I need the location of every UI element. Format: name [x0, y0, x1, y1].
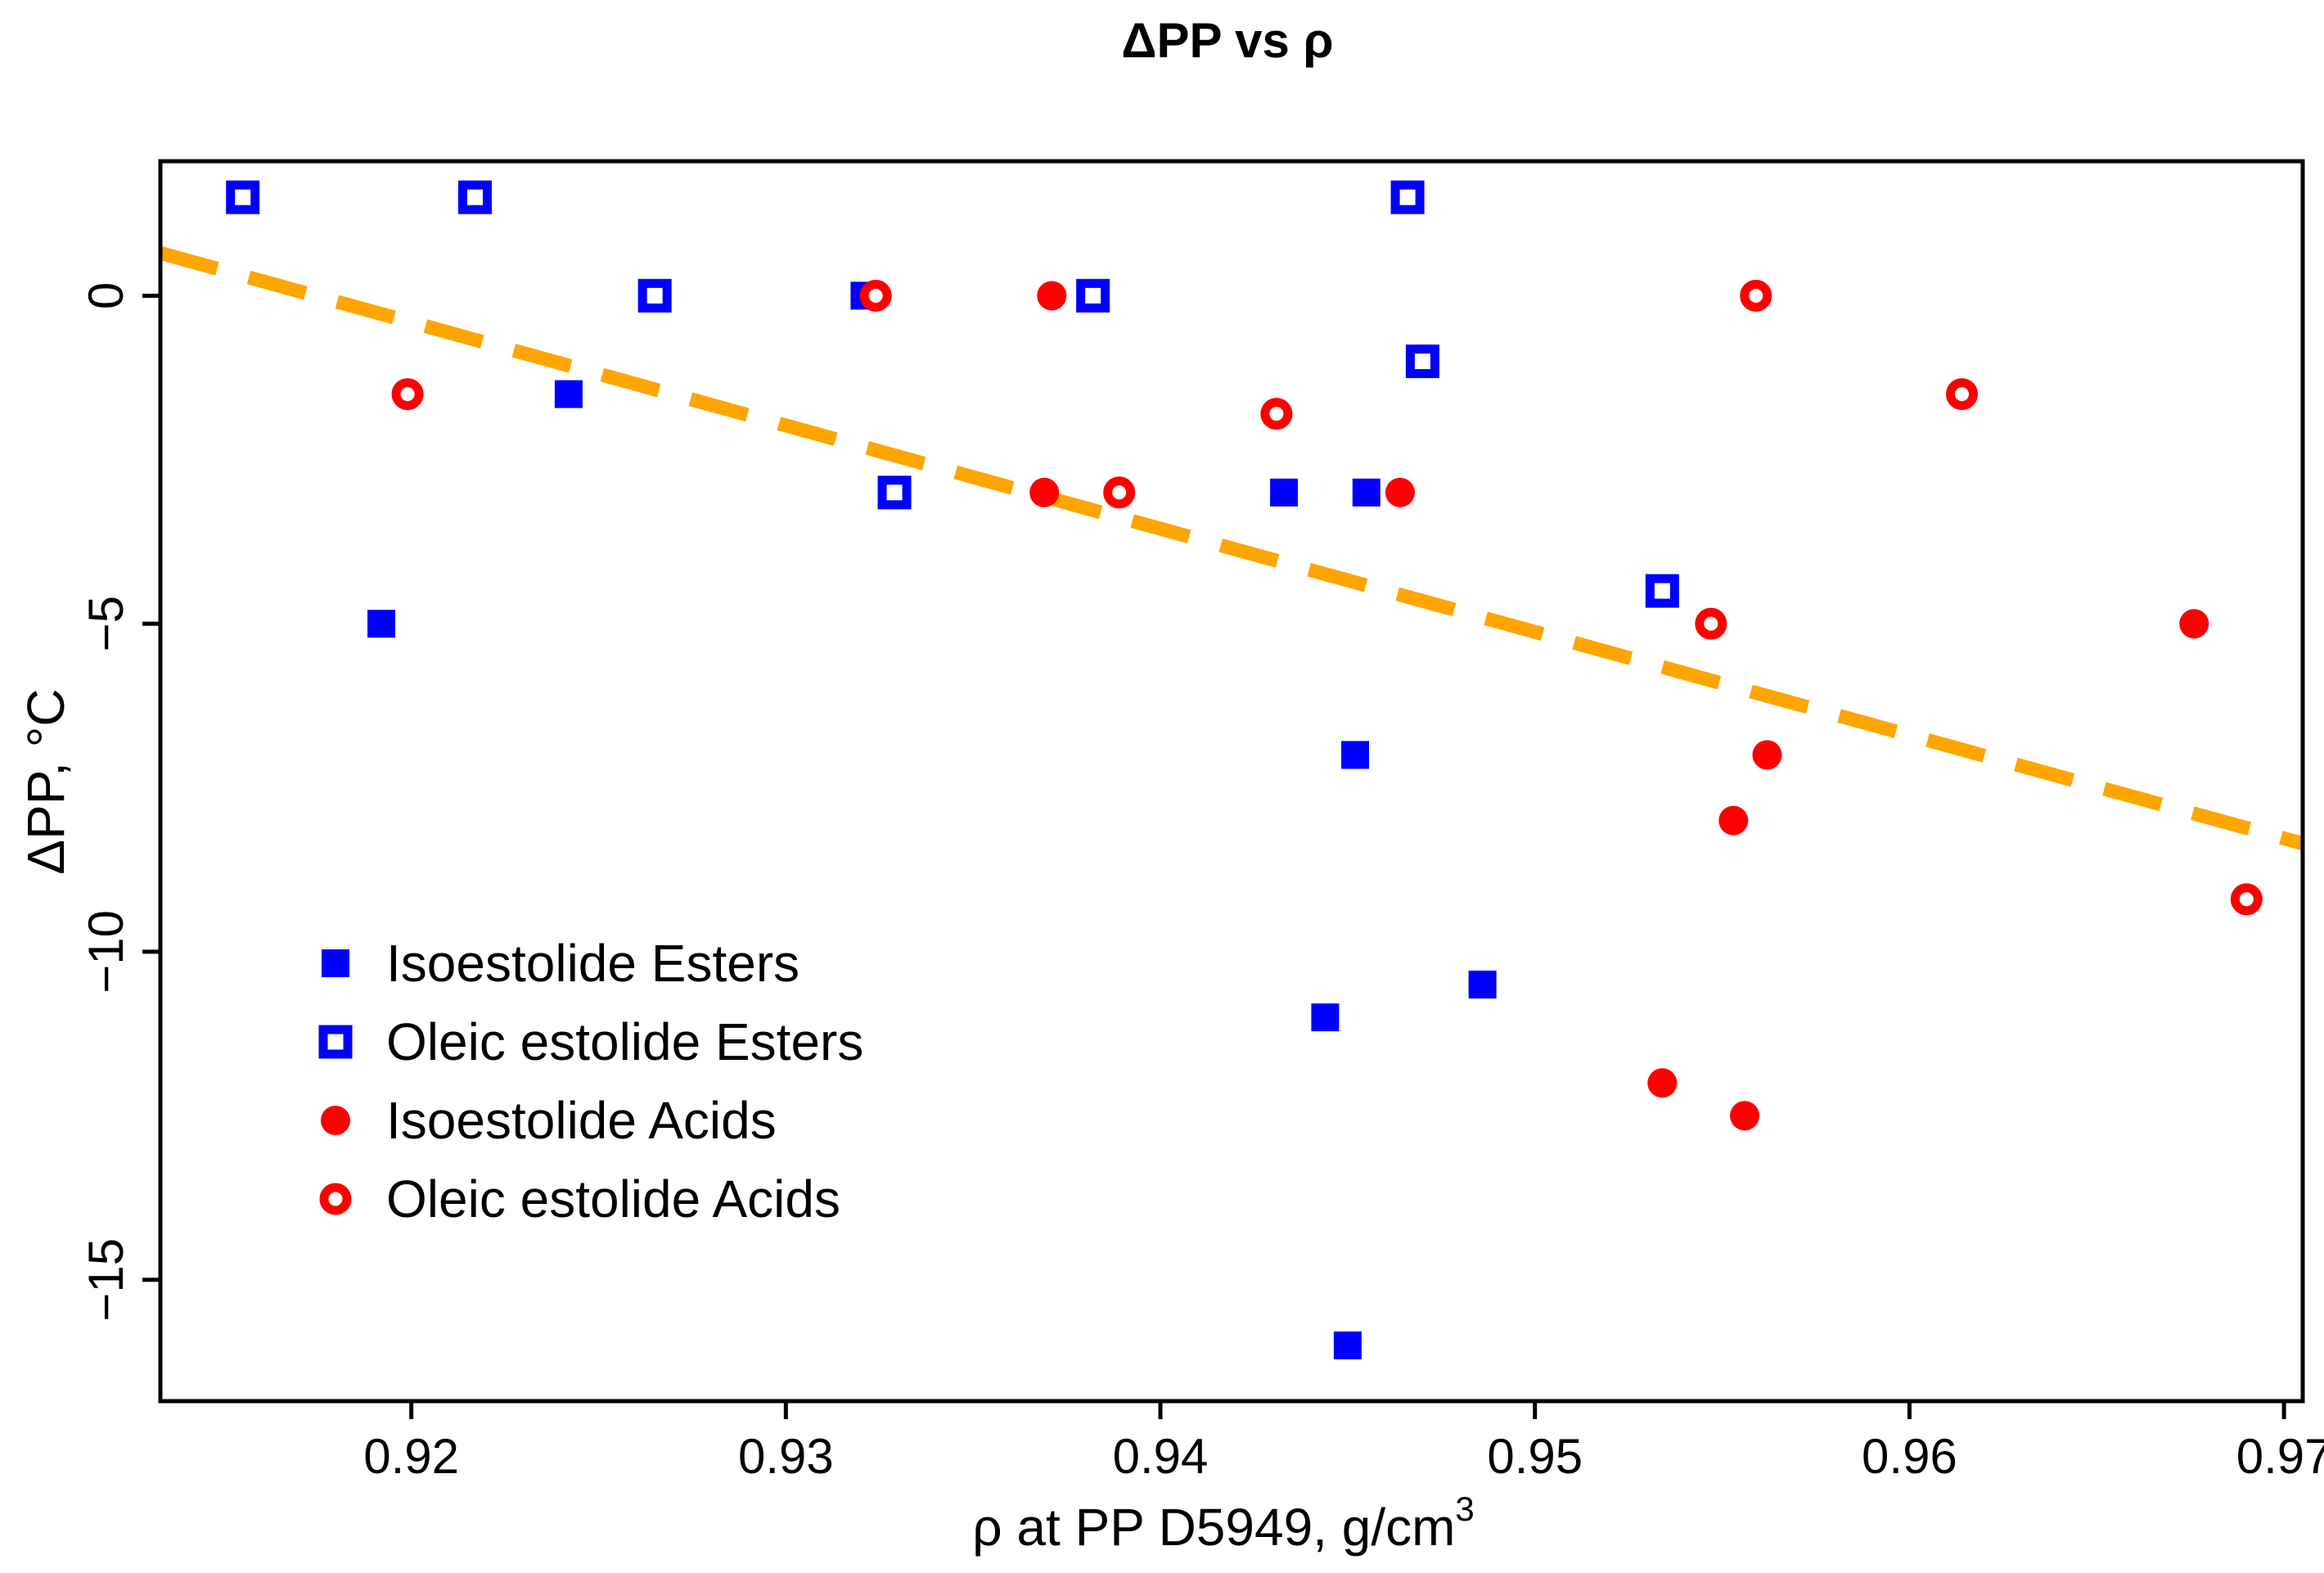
- data-point: [1341, 741, 1370, 769]
- data-point: [1270, 478, 1299, 507]
- x-tick-label: 0.95: [1487, 1429, 1583, 1484]
- data-point: [554, 380, 583, 408]
- data-point: [226, 180, 260, 214]
- series-4: [391, 279, 2263, 916]
- legend-marker: [322, 949, 349, 977]
- data-point: [877, 476, 912, 510]
- legend-marker: [319, 1183, 352, 1215]
- y-tick-label: −5: [79, 596, 133, 651]
- data-point: [1730, 1101, 1760, 1131]
- data-point: [1946, 378, 1978, 411]
- plot-frame: [158, 159, 2305, 1404]
- y-axis-label: ΔPP, °C: [16, 688, 75, 874]
- data-point: [1718, 805, 1749, 836]
- data-point: [391, 378, 424, 411]
- points-layer: [226, 180, 2263, 1359]
- data-point: [1352, 478, 1380, 507]
- x-tick-label: 0.92: [363, 1429, 459, 1484]
- data-point: [457, 180, 492, 214]
- legend-label: Oleic estolide Esters: [386, 1012, 863, 1071]
- data-point: [1333, 1331, 1362, 1359]
- x-tick-label: 0.94: [1113, 1429, 1209, 1484]
- legend: Isoestolide Esters Oleic estolide Esters I…: [318, 934, 863, 1228]
- y-axis: 0 −5 −10 −15: [79, 282, 160, 1322]
- legend-marker: [318, 1025, 353, 1059]
- x-axis-label: ρ at PP D5949, g/cm3: [972, 1490, 1475, 1557]
- series-3: [1029, 281, 2209, 1131]
- legend-label: Isoestolide Esters: [386, 934, 799, 993]
- series-1: [367, 282, 1497, 1359]
- data-point: [1752, 740, 1782, 770]
- x-axis: 0.92 0.93 0.94 0.95 0.96 0.97: [363, 1401, 2324, 1484]
- legend-item: Isoestolide Acids: [321, 1091, 777, 1150]
- data-point: [1645, 574, 1679, 608]
- data-point: [367, 610, 396, 638]
- data-point: [2230, 883, 2263, 916]
- y-tick-label: 0: [79, 282, 133, 309]
- data-point: [859, 279, 892, 312]
- y-tick-label: −10: [79, 910, 133, 994]
- data-point: [1390, 180, 1425, 214]
- x-tick-label: 0.97: [2236, 1429, 2324, 1484]
- data-point: [1311, 1003, 1340, 1032]
- data-point: [1647, 1068, 1678, 1098]
- legend-label: Isoestolide Acids: [386, 1091, 777, 1150]
- series-2: [226, 180, 1679, 608]
- legend-label: Oleic estolide Acids: [386, 1170, 840, 1228]
- data-point: [1037, 281, 1067, 311]
- chart-title: ΔPP vs ρ: [1121, 13, 1333, 68]
- data-point: [1260, 398, 1293, 430]
- trendline-layer: [158, 246, 2305, 850]
- legend-item: Isoestolide Esters: [322, 934, 799, 993]
- data-point: [1029, 477, 1060, 507]
- data-point: [1076, 278, 1110, 313]
- data-point: [1740, 279, 1772, 312]
- data-point: [1468, 970, 1497, 998]
- data-point: [2179, 609, 2209, 639]
- data-point: [1695, 607, 1727, 640]
- legend-item: Oleic estolide Esters: [318, 1012, 863, 1071]
- data-point: [1385, 477, 1415, 507]
- data-point: [1405, 344, 1439, 378]
- x-tick-label: 0.96: [1862, 1429, 1957, 1484]
- legend-marker: [321, 1106, 350, 1135]
- x-tick-label: 0.93: [738, 1429, 834, 1484]
- trend-line: [158, 246, 2305, 850]
- y-tick-label: −15: [79, 1238, 133, 1322]
- data-point: [1103, 476, 1136, 509]
- legend-item: Oleic estolide Acids: [319, 1170, 840, 1228]
- data-point: [637, 278, 672, 313]
